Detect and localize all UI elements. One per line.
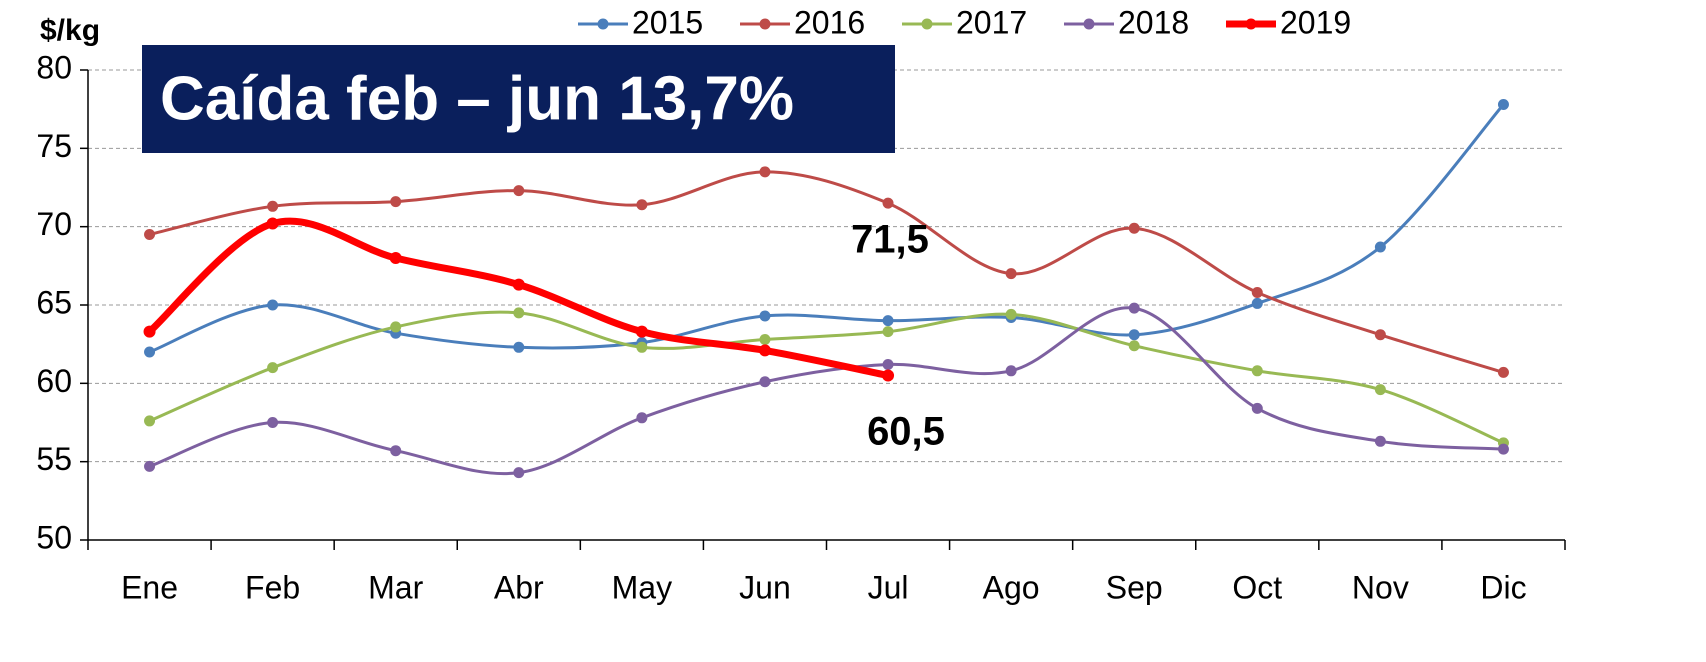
data-point xyxy=(1128,302,1140,314)
data-point xyxy=(759,310,771,322)
data-point xyxy=(1497,443,1509,455)
y-tick-label: 70 xyxy=(36,206,72,242)
data-point xyxy=(513,307,525,319)
legend-label: 2017 xyxy=(956,4,1027,40)
x-tick-label: Jun xyxy=(739,569,791,605)
data-point xyxy=(1005,268,1017,280)
data-point xyxy=(1251,286,1263,298)
data-point xyxy=(759,376,771,388)
y-tick-label: 50 xyxy=(36,519,72,555)
data-point xyxy=(1128,329,1140,341)
data-point xyxy=(636,199,648,211)
data-point xyxy=(1374,384,1386,396)
data-point xyxy=(390,196,402,208)
data-point xyxy=(1005,308,1017,320)
annotation: 71,5 xyxy=(851,218,929,262)
x-tick-label: Sep xyxy=(1106,569,1163,605)
data-point xyxy=(758,344,771,357)
data-point xyxy=(267,200,279,212)
data-point xyxy=(1128,222,1140,234)
data-point xyxy=(513,185,525,197)
x-tick-label: Jul xyxy=(868,569,909,605)
data-point xyxy=(1374,435,1386,447)
data-point xyxy=(635,325,648,338)
x-tick-label: Abr xyxy=(494,569,544,605)
series-line xyxy=(149,170,1504,374)
x-tick-label: Nov xyxy=(1352,569,1409,605)
y-tick-label: 80 xyxy=(36,49,72,85)
data-point xyxy=(144,415,156,427)
annotation: Caída feb – jun 13,7% xyxy=(160,64,794,133)
legend-label: 2016 xyxy=(794,4,865,40)
data-point xyxy=(390,445,402,457)
x-tick-label: Ago xyxy=(983,569,1040,605)
data-point xyxy=(513,467,525,479)
data-point xyxy=(144,346,156,358)
x-tick-label: Mar xyxy=(368,569,423,605)
data-point xyxy=(267,299,279,311)
y-tick-label: 60 xyxy=(36,363,72,399)
data-point xyxy=(1128,340,1140,352)
data-point xyxy=(1374,329,1386,341)
data-point xyxy=(1374,241,1386,253)
legend-label: 2015 xyxy=(632,4,703,40)
y-axis-label: $/kg xyxy=(40,14,100,47)
data-point xyxy=(882,326,894,338)
y-tick-label: 55 xyxy=(36,441,72,477)
x-tick-label: May xyxy=(612,569,672,605)
data-point xyxy=(1497,98,1509,110)
data-point xyxy=(1251,365,1263,377)
series-line xyxy=(149,306,1504,476)
data-point xyxy=(636,341,648,353)
legend-marker xyxy=(921,18,933,30)
legend-marker xyxy=(759,18,771,30)
data-point xyxy=(882,359,894,371)
x-tick-label: Oct xyxy=(1232,569,1282,605)
data-point xyxy=(1005,365,1017,377)
data-point xyxy=(1251,297,1263,309)
y-tick-label: 75 xyxy=(36,128,72,164)
x-tick-label: Ene xyxy=(121,569,178,605)
legend-marker xyxy=(597,18,609,30)
data-point xyxy=(267,362,279,374)
legend-label: 2018 xyxy=(1118,4,1189,40)
x-tick-label: Dic xyxy=(1480,569,1526,605)
data-point xyxy=(267,417,279,428)
data-point xyxy=(389,252,402,264)
data-point xyxy=(512,278,525,291)
x-tick-label: Feb xyxy=(245,569,300,605)
data-point xyxy=(636,412,648,424)
data-point xyxy=(1251,402,1263,414)
data-point xyxy=(266,217,279,230)
series-line xyxy=(148,310,1505,445)
legend-marker xyxy=(1245,18,1257,30)
y-tick-label: 65 xyxy=(36,284,72,320)
data-point xyxy=(144,229,156,240)
legend-marker xyxy=(1083,18,1095,30)
data-point xyxy=(1497,366,1509,378)
data-point xyxy=(882,315,894,327)
annotation: 60,5 xyxy=(867,410,945,454)
data-point xyxy=(390,321,402,333)
data-point xyxy=(513,341,525,353)
data-point xyxy=(759,166,771,178)
legend-label: 2019 xyxy=(1280,4,1351,40)
data-point xyxy=(144,460,156,472)
annotation-box xyxy=(142,45,895,153)
data-point xyxy=(882,369,895,382)
data-point xyxy=(143,325,156,338)
data-point xyxy=(759,333,771,345)
data-point xyxy=(882,197,894,209)
series-line xyxy=(149,103,1505,354)
